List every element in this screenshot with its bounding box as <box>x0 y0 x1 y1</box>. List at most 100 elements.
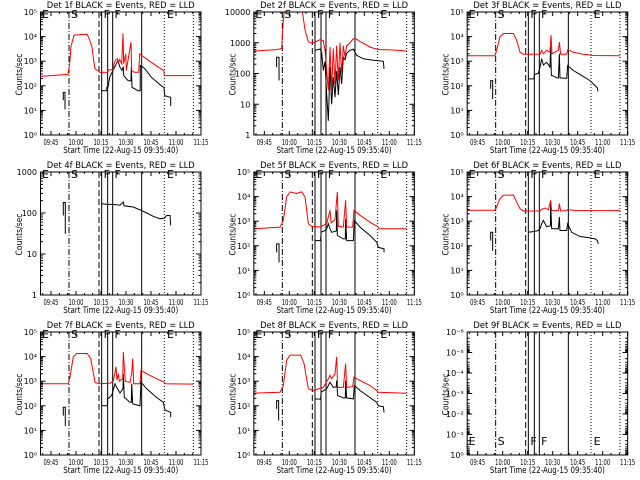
y-tick-label: 10³ <box>237 217 250 226</box>
x-tick-label: 10:15 <box>94 458 109 467</box>
event-marker-label: S <box>71 328 78 341</box>
x-tick-label: 10:45 <box>570 298 585 307</box>
event-marker-label: E <box>255 8 262 21</box>
y-tick-label: 10¹ <box>450 106 463 115</box>
lld-series-line <box>253 354 407 394</box>
x-tick-label: 10:30 <box>545 298 560 307</box>
y-tick-label: 10² <box>450 242 463 251</box>
y-tick-label: 10⁻⁵ <box>446 349 464 358</box>
event-marker-label: E <box>42 8 49 21</box>
x-tick-label: 11:15 <box>407 138 422 147</box>
x-axis-label: Start Time (22-Aug-15 09:35:40) <box>490 306 605 316</box>
x-tick-label: 10:45 <box>357 138 372 147</box>
event-marker-label: S <box>498 8 505 21</box>
y-tick-label: 10⁴ <box>450 33 463 42</box>
x-axis-label: Start Time (22-Aug-15 09:35:40) <box>490 466 605 476</box>
y-tick-label: 10⁵ <box>237 168 250 177</box>
x-tick-label: 11:00 <box>382 298 397 307</box>
events-series-line <box>276 56 280 81</box>
event-marker-label: E <box>594 8 601 21</box>
lld-series-line <box>253 12 407 91</box>
x-tick-label: 10:00 <box>282 138 297 147</box>
events-series-line <box>315 210 385 253</box>
x-tick-label: 10:30 <box>119 138 134 147</box>
event-marker-label: E <box>380 328 387 341</box>
x-tick-label: 10:00 <box>282 458 297 467</box>
x-tick-label: 10:30 <box>332 458 347 467</box>
event-marker-label: F <box>115 328 121 341</box>
event-marker-label: F <box>541 168 547 181</box>
x-tick-label: 10:00 <box>282 298 297 307</box>
lld-series-line <box>40 33 192 77</box>
panel-title: Det 8f BLACK = Events, RED = LLD <box>260 321 408 331</box>
event-marker-label: F <box>328 168 334 181</box>
event-marker-label: E <box>469 435 476 448</box>
event-marker-label: F <box>317 8 323 21</box>
event-marker-label: F <box>530 435 536 448</box>
y-axis-label: Counts/sec <box>442 53 452 95</box>
panel-title: Det 2f BLACK = Events, RED = LLD <box>260 1 408 11</box>
y-axis-label: Counts/sec <box>15 53 25 95</box>
y-tick-label: 10⁵ <box>450 8 463 17</box>
plot-frame <box>466 11 629 136</box>
x-tick-label: 10:30 <box>545 458 560 467</box>
x-tick-label: 11:15 <box>620 298 635 307</box>
x-tick-label: 09:45 <box>44 138 59 147</box>
x-tick-label: 10:30 <box>119 298 134 307</box>
y-tick-label: 10⁰ <box>24 131 37 140</box>
event-marker-label: F <box>104 168 110 181</box>
x-tick-label: 10:45 <box>570 458 585 467</box>
x-tick-label: 11:00 <box>595 138 610 147</box>
y-tick-label: 10⁻¹ <box>446 431 464 440</box>
events-series-line <box>276 400 280 421</box>
y-tick-label: 10 <box>240 100 250 109</box>
x-tick-label: 09:45 <box>470 298 485 307</box>
y-tick-label: 10³ <box>24 377 37 386</box>
y-tick-label: 10⁻⁶ <box>446 328 464 337</box>
y-tick-label: 10⁰ <box>237 451 250 460</box>
y-axis-label: Counts/sec <box>442 213 452 255</box>
y-tick-label: 10⁴ <box>450 193 463 202</box>
x-tick-label: 10:00 <box>495 298 510 307</box>
plot-frame <box>40 171 202 296</box>
event-marker-label: E <box>167 8 174 21</box>
events-series-line <box>528 203 599 245</box>
y-tick-label: 10¹ <box>24 426 37 435</box>
event-marker-label: F <box>541 8 547 21</box>
x-axis-label: Start Time (22-Aug-15 09:35:40) <box>277 466 392 476</box>
panel-title: Det 7f BLACK = Events, RED = LLD <box>47 321 195 331</box>
x-tick-label: 11:00 <box>382 138 397 147</box>
lld-series-line <box>40 351 194 385</box>
x-tick-label: 10:00 <box>69 458 84 467</box>
panel-title: Det 6f BLACK = Events, RED = LLD <box>473 161 621 171</box>
x-tick-label: 09:45 <box>44 458 59 467</box>
plot-frame <box>253 171 415 296</box>
plot-frame <box>253 331 415 456</box>
lld-series-line <box>253 191 407 230</box>
y-tick-label: 10⁻² <box>446 410 464 419</box>
y-tick-label: 10⁵ <box>237 328 250 337</box>
plot-frame <box>40 11 202 136</box>
x-axis-label: Start Time (22-Aug-15 09:35:40) <box>277 306 392 316</box>
x-tick-label: 11:15 <box>407 298 422 307</box>
x-tick-label: 10:30 <box>545 138 560 147</box>
x-tick-label: 11:00 <box>169 138 184 147</box>
y-tick-label: 10⁰ <box>237 291 250 300</box>
y-tick-label: 10² <box>450 82 463 91</box>
y-axis-label: Counts/sec <box>228 373 238 415</box>
events-series-line <box>62 202 66 234</box>
x-tick-label: 10:00 <box>69 298 84 307</box>
x-tick-label: 10:30 <box>332 298 347 307</box>
y-axis-label: Counts/sec <box>228 53 238 95</box>
x-tick-label: 11:15 <box>620 138 635 147</box>
x-tick-label: 10:30 <box>332 138 347 147</box>
x-tick-label: 09:45 <box>257 458 272 467</box>
x-tick-label: 10:15 <box>307 458 322 467</box>
x-tick-label: 10:45 <box>570 138 585 147</box>
y-tick-label: 10⁰ <box>450 451 463 460</box>
y-tick-label: 10³ <box>450 217 463 226</box>
x-axis-label: Start Time (22-Aug-15 09:35:40) <box>63 306 178 316</box>
y-tick-label: 10000 <box>225 8 250 17</box>
y-axis-label: Counts/sec <box>15 373 25 415</box>
